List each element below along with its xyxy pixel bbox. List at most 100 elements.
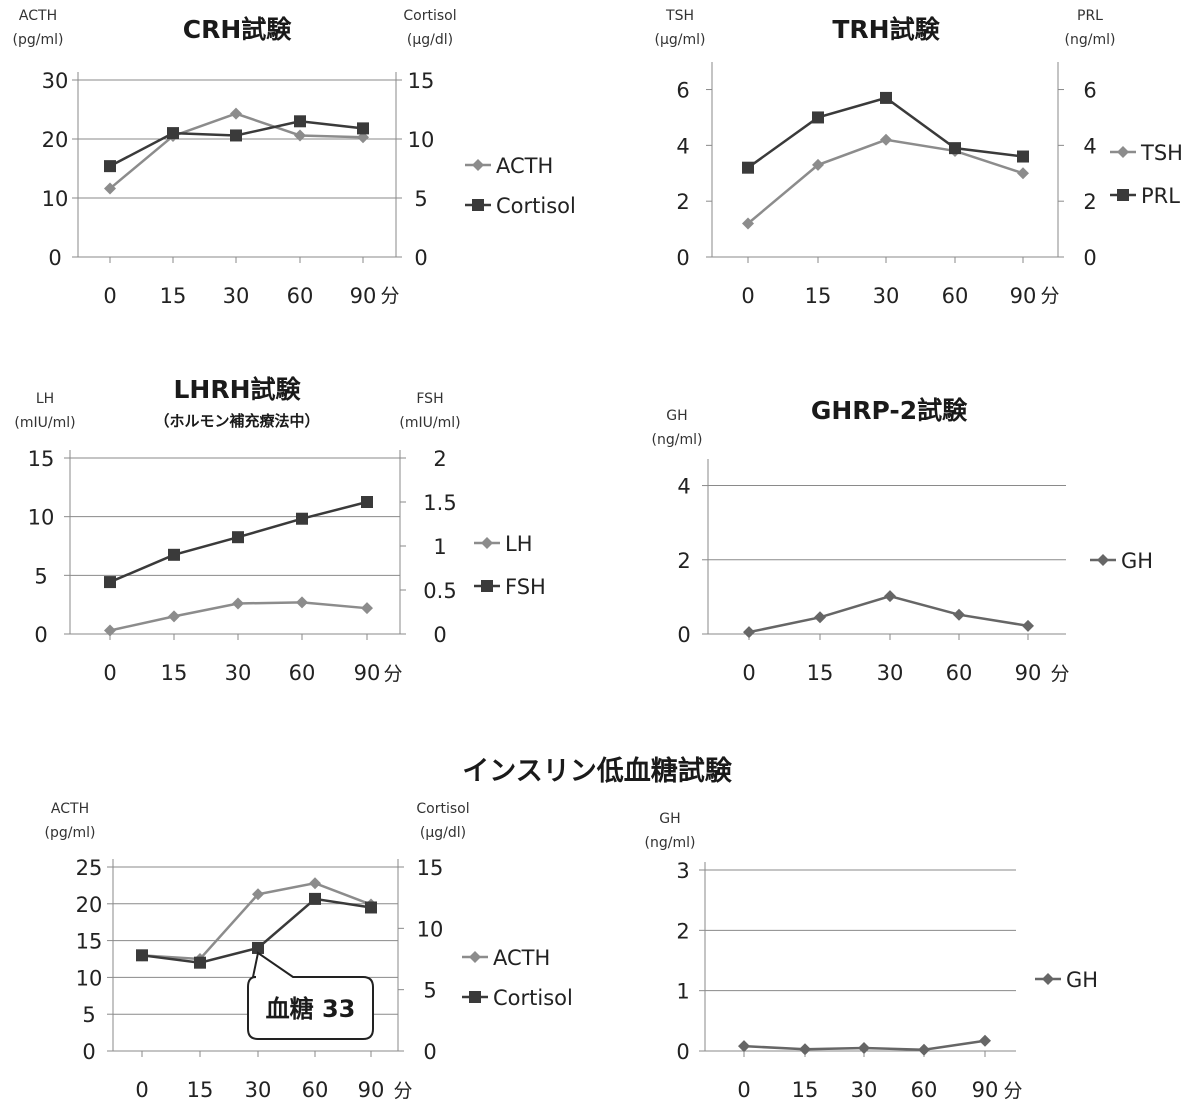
legend-label: LH [505,532,533,556]
y-tick-label: 15 [76,930,103,954]
legend-marker [1117,189,1129,201]
x-tick-label: 15 [160,284,187,308]
y-tick-label: 6 [676,79,689,103]
left-axis-label: GH [666,408,687,424]
y2-tick-label: 5 [414,187,427,211]
x-tick-label: 15 [807,661,834,685]
data-point [296,596,308,609]
right-axis-label: (ng/ml) [1065,32,1116,48]
y-tick-label: 5 [82,1003,95,1027]
legend-label: PRL [1141,184,1180,208]
data-point [953,608,965,621]
legend-label: ACTH [496,154,553,178]
data-point [361,496,373,508]
right-axis-label: FSH [416,391,443,407]
y-tick-label: 5 [34,564,47,588]
left-axis-label: (mIU/ml) [14,415,75,431]
chart-lhrh: LHRH試験 （ホルモン補充療法中） LH (mIU/ml) FSH (mIU/ml) 0 5… [14,375,545,685]
callout-text: 血糖 33 [266,995,356,1023]
x-tick-label: 15 [161,661,188,685]
series-line-gh [748,594,1029,634]
y-tick-label: 15 [28,447,55,471]
y-tick-label: 3 [676,859,689,883]
left-axis-label: LH [36,391,54,407]
left-axis-label: GH [659,811,680,827]
y2-tick-label: 15 [408,69,435,93]
x-tick-label: 15 [805,284,832,308]
x-unit-label: 分 [1003,1080,1022,1102]
x-tick-label: 0 [103,661,116,685]
y-tick-label: 30 [42,69,69,93]
chart-itt_acth: ACTH (pg/ml) Cortisol (μg/dl) 0 5 10 15 20 25 0 5 10… [45,801,573,1102]
legend-marker [469,951,481,963]
y-tick-label: 4 [677,475,690,499]
callout-bubble [247,951,374,1040]
legend-label: TSH [1140,141,1183,165]
x-tick-label: 90 [1010,284,1037,308]
y2-tick-label: 0 [423,1040,436,1064]
left-axis-label: (μg/ml) [655,32,706,48]
legend-marker [481,537,493,549]
y-tick-label: 0 [48,246,61,270]
y2-tick-label: 0.5 [423,579,456,603]
x-tick-label: 60 [946,661,973,685]
data-point [1017,150,1029,163]
data-point [949,142,961,155]
data-point [880,91,892,104]
x-tick-label: 90 [972,1078,999,1102]
left-axis-label: (ng/ml) [645,835,696,851]
data-point [168,548,180,561]
y2-tick-label: 0 [433,623,446,647]
data-point [738,1040,750,1053]
data-point [104,160,116,173]
x-tick-label: 60 [942,284,969,308]
y2-tick-label: 4 [1083,134,1096,158]
x-tick-label: 90 [350,284,377,308]
right-axis-label: (μg/dl) [407,32,453,48]
left-axis-label: (pg/ml) [45,825,96,841]
y2-tick-label: 2 [1083,190,1096,214]
data-point [1022,619,1034,632]
x-tick-label: 0 [741,284,754,308]
data-point [365,901,377,914]
data-point [252,941,264,954]
y-tick-label: 10 [42,187,69,211]
data-point [858,1041,870,1054]
y-tick-label: 20 [76,893,103,917]
x-tick-label: 30 [877,661,904,685]
y-tick-label: 10 [76,966,103,990]
x-tick-label: 0 [737,1078,750,1102]
data-point [743,626,755,639]
right-axis-label: (mIU/ml) [399,415,460,431]
x-unit-label: 分 [1050,663,1069,685]
data-point [136,949,148,962]
y-tick-label: 2 [676,919,689,943]
legend-label: GH [1066,968,1098,992]
x-unit-label: 分 [383,663,402,685]
right-axis-label: PRL [1077,8,1103,24]
legend-marker [1042,973,1054,985]
data-point [918,1043,930,1056]
data-point [979,1034,991,1047]
legend-label: FSH [505,575,546,599]
chart-title: CRH試験 [183,15,293,44]
legend-marker [472,199,484,211]
y2-tick-label: 10 [408,128,435,152]
data-point [1017,167,1029,180]
legend-label: GH [1121,549,1153,573]
legend-marker [481,580,493,592]
y-tick-label: 0 [34,623,47,647]
series-line-prl [747,96,1024,169]
y2-tick-label: 1.5 [423,491,456,515]
y-tick-label: 0 [676,246,689,270]
x-tick-label: 90 [354,661,381,685]
data-point [167,127,179,140]
data-point [252,888,264,901]
x-tick-label: 30 [873,284,900,308]
x-tick-label: 0 [742,661,755,685]
data-point [814,611,826,624]
data-point [742,161,754,174]
chart-subtitle: （ホルモン補充療法中） [154,412,319,430]
